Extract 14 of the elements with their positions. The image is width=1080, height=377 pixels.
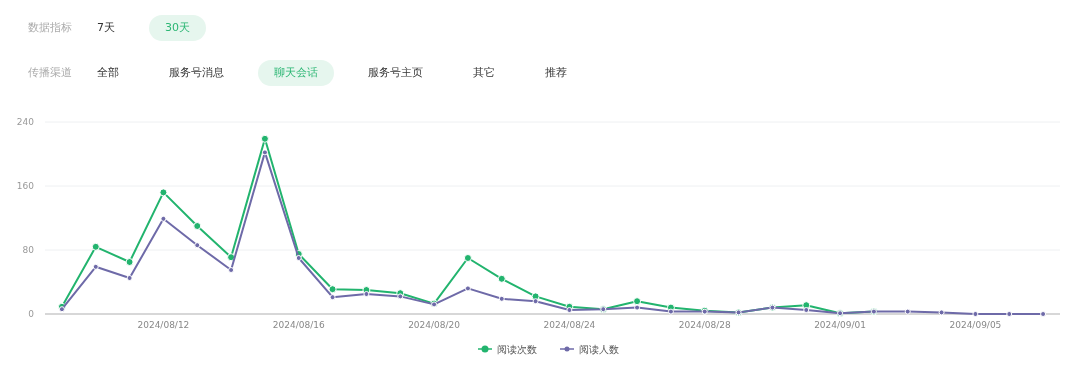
x-tick-label: 2024/08/12 bbox=[137, 320, 190, 330]
x-tick-label: 2024/08/28 bbox=[678, 320, 731, 330]
x-tick-label: 2024/09/01 bbox=[814, 320, 867, 330]
x-tick-label: 2024/09/05 bbox=[949, 320, 1002, 330]
y-tick-label: 240 bbox=[16, 117, 35, 127]
legend-label: 阅读人数 bbox=[579, 344, 619, 355]
x-tick-label: 2024/08/24 bbox=[543, 320, 596, 330]
x-tick-label: 2024/08/20 bbox=[408, 320, 461, 330]
y-tick-label: 80 bbox=[22, 245, 35, 255]
x-tick-label: 2024/08/16 bbox=[272, 320, 325, 330]
legend-label: 阅读次数 bbox=[497, 344, 537, 355]
y-tick-label: 0 bbox=[28, 309, 35, 319]
y-tick-label: 160 bbox=[16, 181, 35, 191]
filters: 数据指标 7天 30天 传播渠道 全部 服务号消息 聊天会话 服务号主页 其它 推荐 bbox=[28, 15, 567, 86]
